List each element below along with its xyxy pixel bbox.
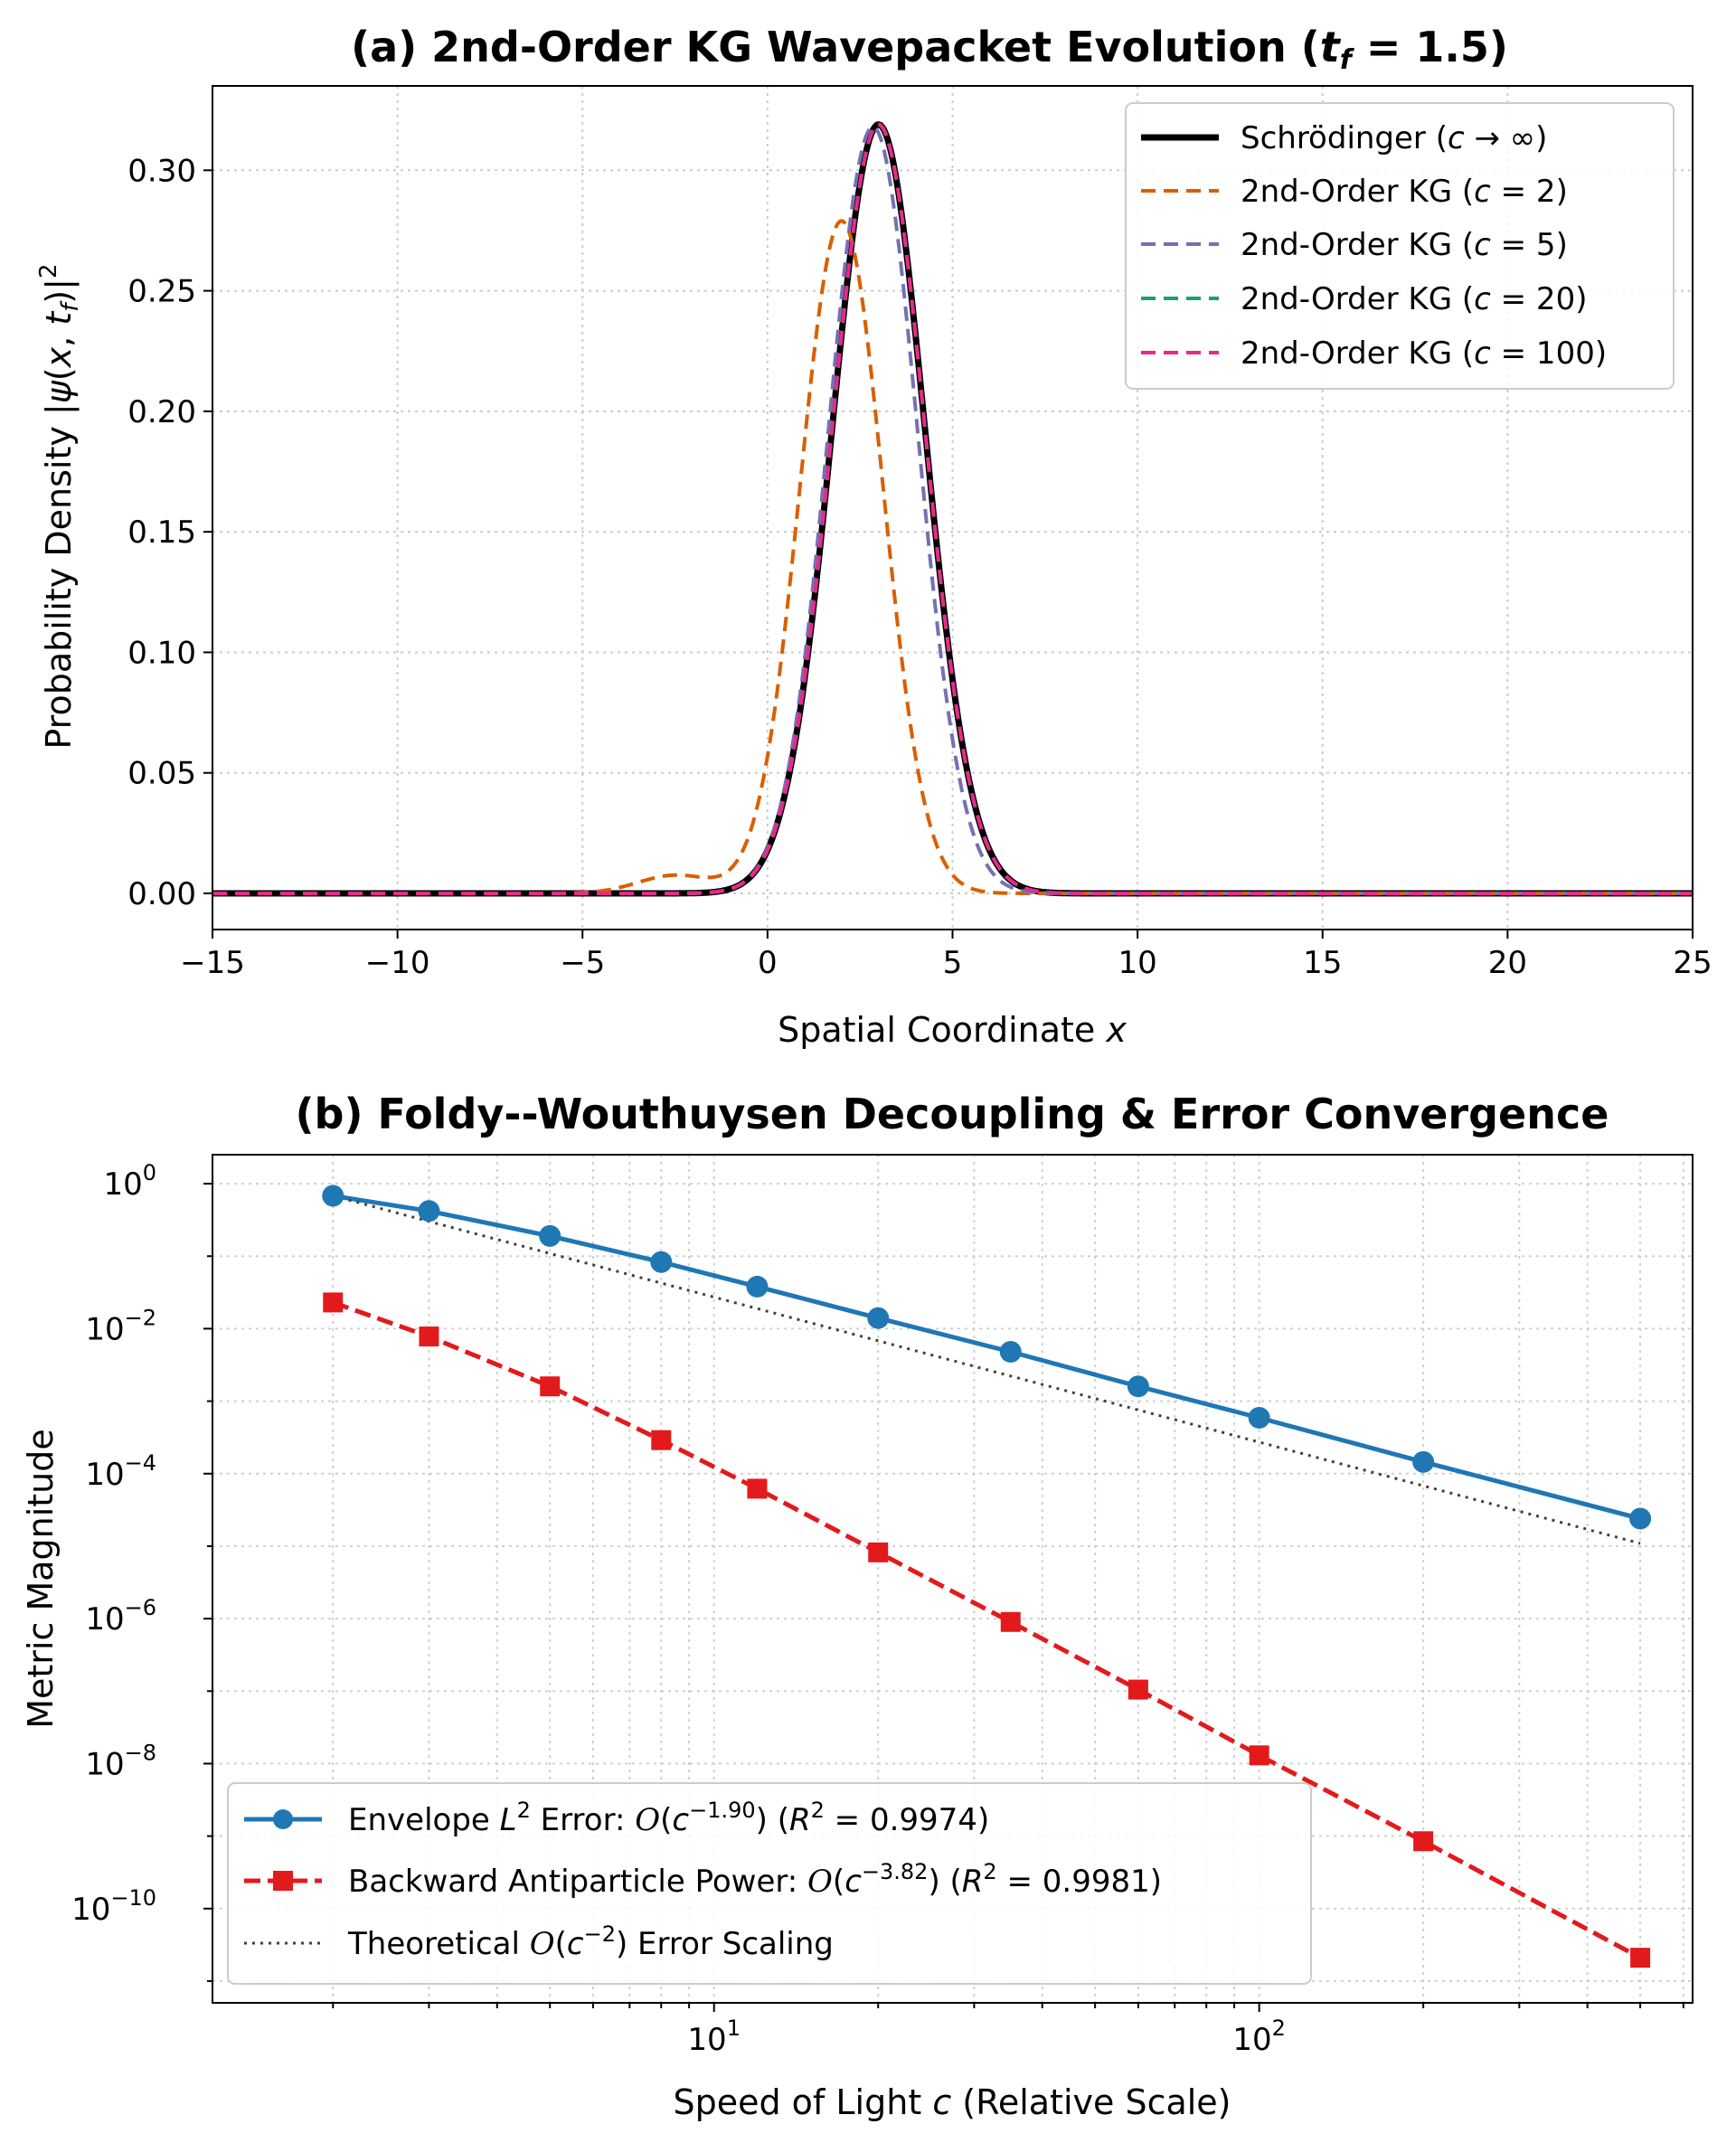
legend-label: 2nd-Order KG (c = 2) xyxy=(1241,174,1568,210)
y-tick-label: 0.10 xyxy=(127,635,196,671)
data-point xyxy=(999,1340,1022,1363)
panel-a: (a) 2nd-Order KG Wavepacket Evolution (t… xyxy=(35,23,1712,1050)
y-tick-label: 10−10 xyxy=(71,1885,156,1928)
panel-b-markers xyxy=(322,1185,1652,1968)
series-line xyxy=(212,219,1693,895)
panel-b-x-axis-label: Speed of Light c (Relative Scale) xyxy=(673,2082,1231,2122)
x-tick-label: 101 xyxy=(687,2016,741,2058)
data-point xyxy=(1127,1679,1148,1700)
legend-marker xyxy=(273,1871,293,1891)
data-point xyxy=(1413,1831,1434,1852)
panel-a-title: (a) 2nd-Order KG Wavepacket Evolution (t… xyxy=(351,23,1508,76)
legend-label: Backward Antiparticle Power: O(c−3.82) (… xyxy=(348,1859,1162,1900)
data-point xyxy=(540,1376,561,1397)
legend-label: Theoretical O(c−2) Error Scaling xyxy=(347,1921,834,1962)
legend-label: 2nd-Order KG (c = 20) xyxy=(1241,281,1587,317)
data-point xyxy=(650,1251,673,1273)
x-tick-label: −5 xyxy=(560,945,605,981)
y-tick-label: 0.00 xyxy=(127,876,196,912)
legend-item-antiparticle-power: Backward Antiparticle Power: O(c−3.82) (… xyxy=(244,1859,1162,1900)
x-tick-label: −15 xyxy=(180,945,245,981)
y-tick-label: 10−4 xyxy=(85,1450,156,1493)
panel-b-x-ticks: 101 102 xyxy=(332,2003,1684,2058)
data-point xyxy=(419,1326,439,1347)
data-point xyxy=(747,1478,768,1499)
x-tick-label: 15 xyxy=(1303,945,1342,981)
y-tick-label: 10−2 xyxy=(85,1305,156,1347)
legend-item-kg-c5: 2nd-Order KG (c = 5) xyxy=(1141,227,1568,263)
legend-item-kg-c2: 2nd-Order KG (c = 2) xyxy=(1141,174,1568,210)
y-tick-label: 0.15 xyxy=(127,515,196,551)
panel-b-frame xyxy=(212,1154,1694,2004)
legend-label: 2nd-Order KG (c = 5) xyxy=(1241,227,1568,263)
data-point xyxy=(1000,1611,1021,1632)
panel-a-legend: Schrödinger (c → ∞) 2nd-Order KG (c = 2)… xyxy=(1125,102,1675,390)
legend-label: 2nd-Order KG (c = 100) xyxy=(1241,335,1607,372)
y-tick-label: 10−8 xyxy=(85,1740,156,1782)
x-tick-label: 0 xyxy=(758,945,778,981)
data-point xyxy=(868,1542,889,1562)
panel-a-x-axis-label: Spatial Coordinate x xyxy=(778,1010,1127,1050)
data-point xyxy=(1629,1507,1652,1530)
legend-item-envelope-error: Envelope L2 Error: O(c−1.90) (R2 = 0.997… xyxy=(244,1798,989,1838)
data-point xyxy=(323,1292,344,1313)
data-point xyxy=(1249,1745,1269,1766)
y-tick-label: 10−6 xyxy=(85,1595,156,1638)
panel-a-y-ticks: 0.00 0.05 0.10 0.15 0.20 0.25 0.30 xyxy=(127,153,212,912)
legend-label: Schrödinger (c → ∞) xyxy=(1241,120,1547,156)
y-tick-label: 0.20 xyxy=(127,394,196,430)
data-point xyxy=(746,1275,769,1298)
x-tick-label: 20 xyxy=(1488,945,1527,981)
legend-label: Envelope L2 Error: O(c−1.90) (R2 = 0.997… xyxy=(348,1798,989,1838)
panel-b-y-axis-label: Metric Magnitude xyxy=(21,1429,61,1729)
legend-item-kg-c20: 2nd-Order KG (c = 20) xyxy=(1141,281,1587,317)
panel-a-x-ticks: −15 −10 −5 0 5 10 15 20 25 xyxy=(180,930,1712,981)
data-point xyxy=(1412,1450,1435,1473)
data-point xyxy=(418,1200,440,1223)
x-tick-label: 5 xyxy=(943,945,963,981)
panel-b-legend: Envelope L2 Error: O(c−1.90) (R2 = 0.997… xyxy=(227,1782,1312,1985)
data-point xyxy=(1127,1375,1149,1398)
x-tick-label: 25 xyxy=(1673,945,1712,981)
series-line xyxy=(332,1194,1641,1521)
series-line xyxy=(212,125,1693,895)
panel-b-title: (b) Foldy--Wouthuysen Decoupling & Error… xyxy=(296,1090,1609,1138)
panel-a-lines xyxy=(212,121,1693,897)
panel-b-y-ticks: 100 10−2 10−4 10−6 10−8 10−10 xyxy=(71,1160,212,1982)
data-point xyxy=(539,1224,561,1247)
panel-b: (b) Foldy--Wouthuysen Decoupling & Error… xyxy=(21,1090,1694,2122)
y-tick-label: 0.25 xyxy=(127,274,196,310)
x-tick-label: −10 xyxy=(365,945,430,981)
x-tick-label: 10 xyxy=(1118,945,1156,981)
data-point xyxy=(1630,1948,1651,1968)
panel-a-y-axis-label: Probability Density |ψ(x, tf)|2 xyxy=(35,263,84,749)
legend-marker xyxy=(273,1809,293,1829)
legend-item-schrodinger: Schrödinger (c → ∞) xyxy=(1141,120,1547,156)
data-point xyxy=(1248,1406,1270,1429)
y-tick-label: 100 xyxy=(103,1160,156,1203)
legend-item-theoretical-scaling: Theoretical O(c−2) Error Scaling xyxy=(244,1921,834,1962)
y-tick-label: 0.05 xyxy=(127,756,196,792)
legend-item-kg-c100: 2nd-Order KG (c = 100) xyxy=(1141,335,1607,372)
x-tick-label: 102 xyxy=(1232,2016,1286,2058)
data-point xyxy=(651,1430,672,1450)
data-point xyxy=(867,1307,890,1329)
y-tick-label: 0.30 xyxy=(127,153,196,189)
series-line xyxy=(332,1194,1641,1545)
data-point xyxy=(322,1185,344,1207)
